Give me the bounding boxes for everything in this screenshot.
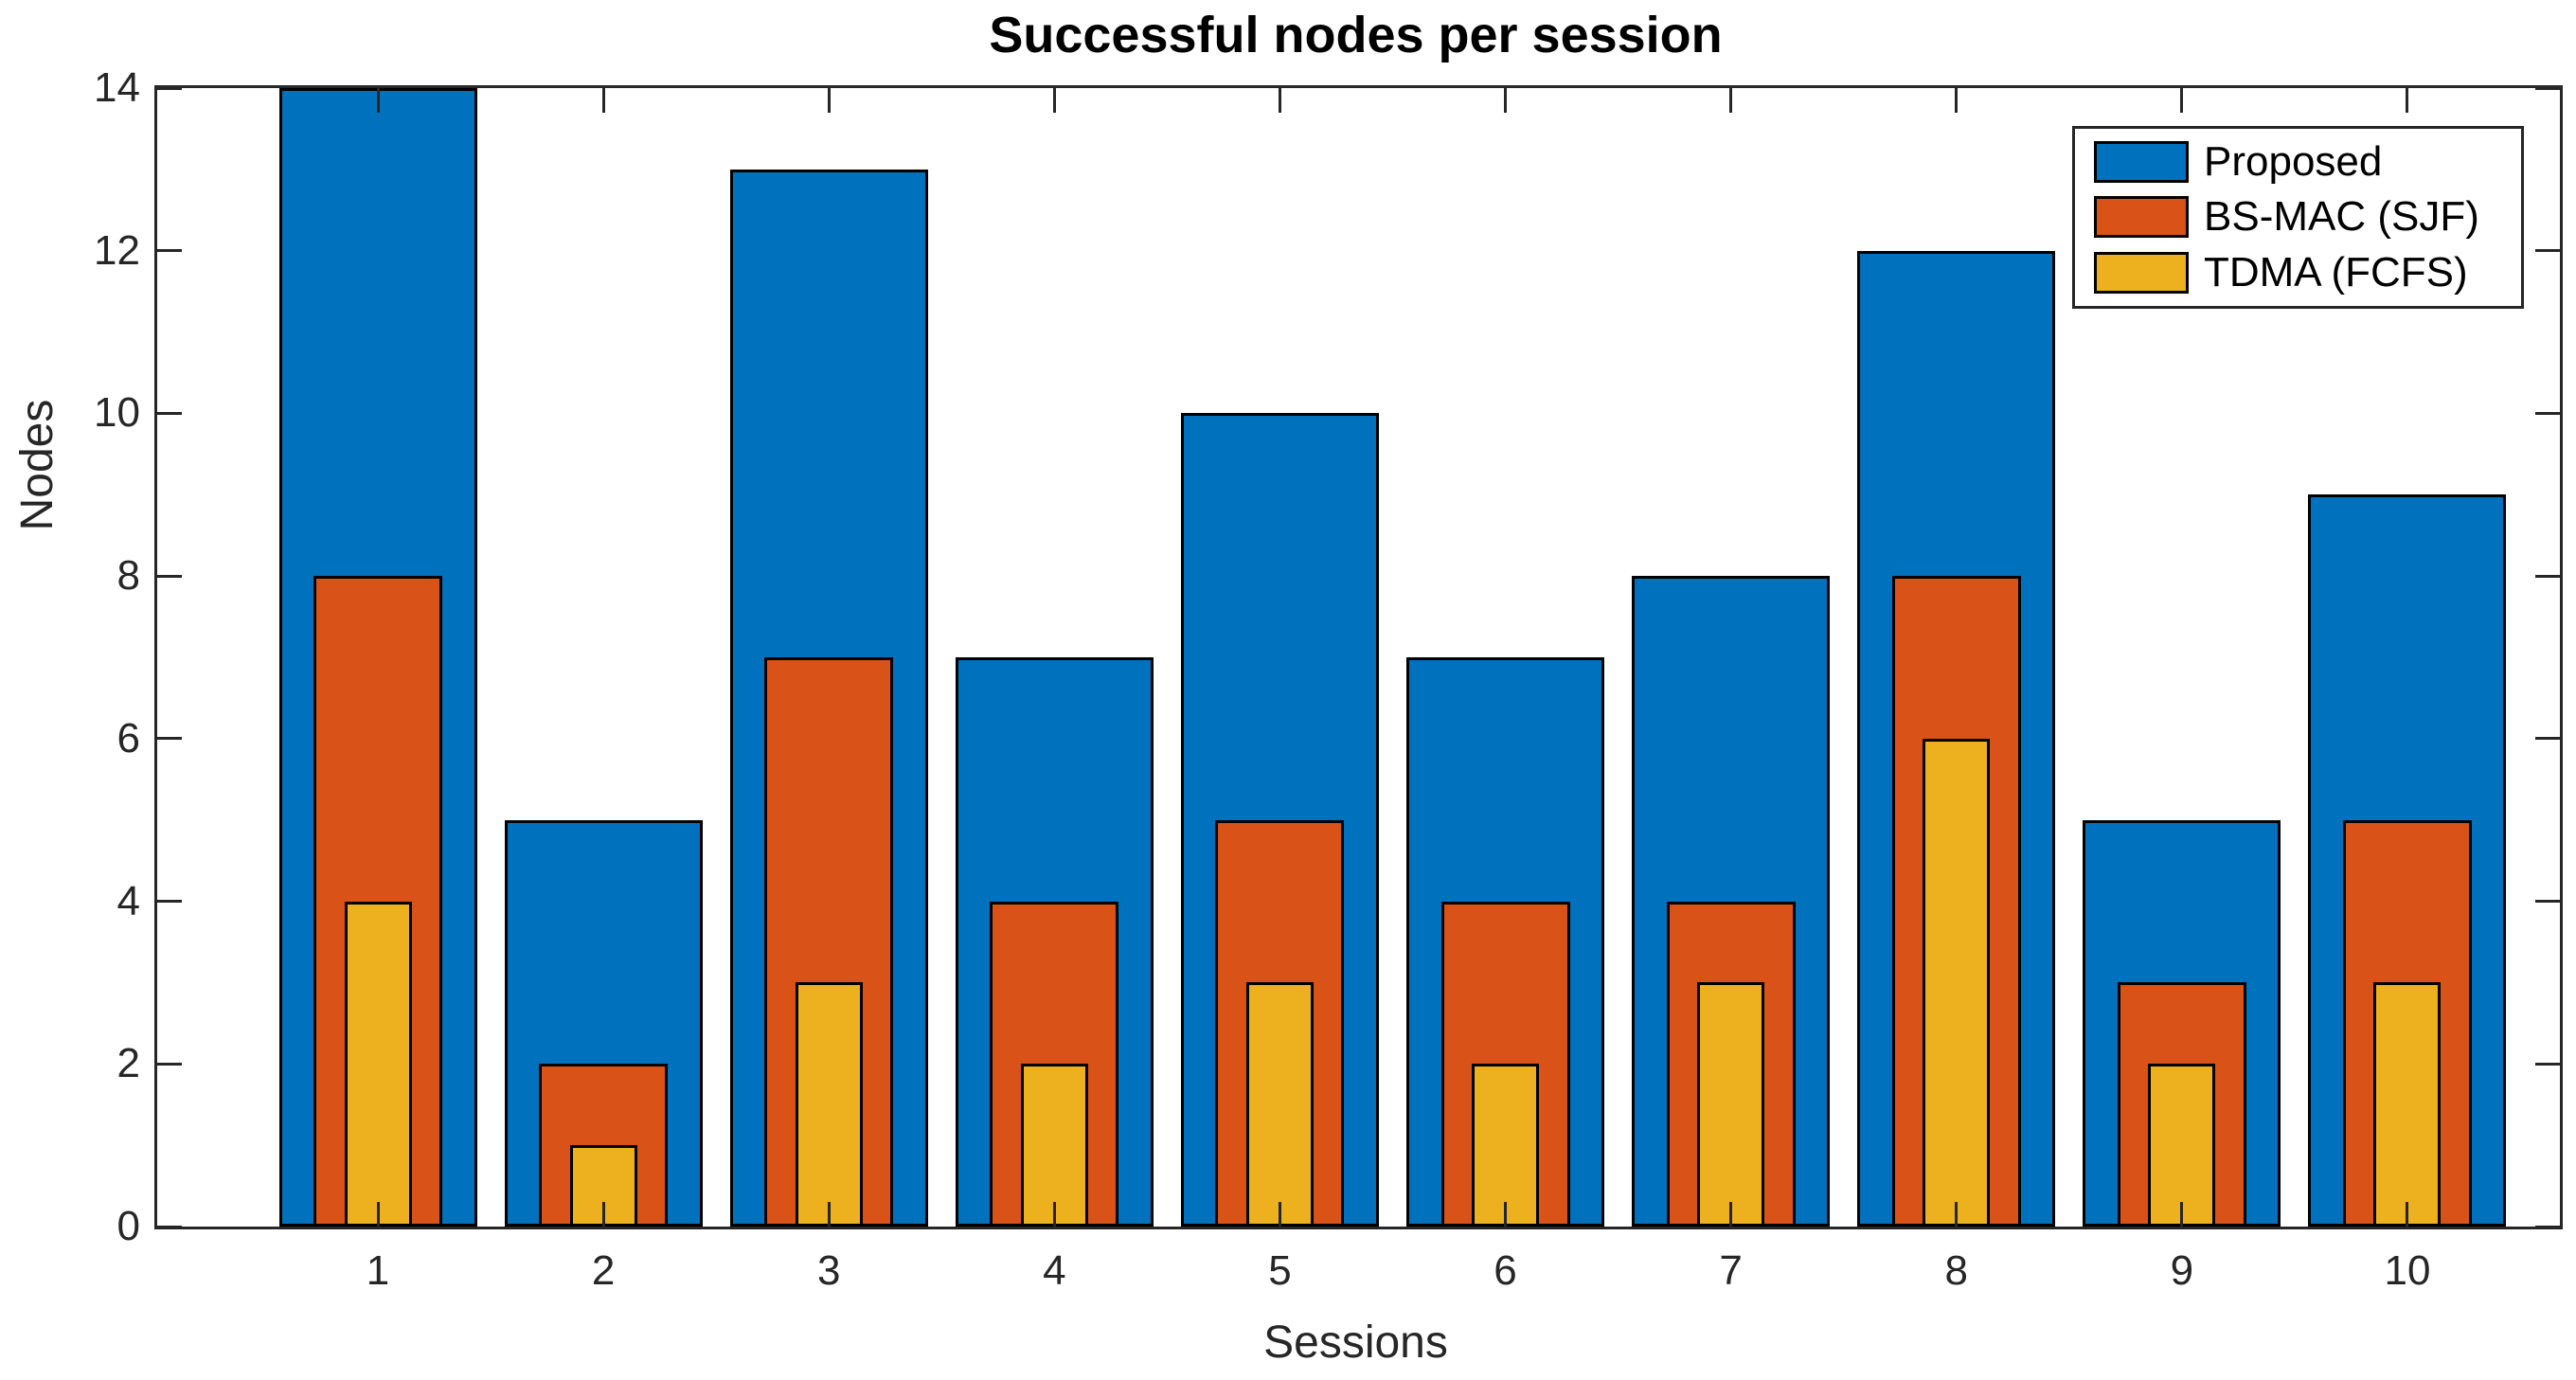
y-tick-label: 6	[116, 714, 140, 762]
y-tick	[157, 737, 182, 741]
y-tick-label: 12	[94, 226, 140, 274]
legend-swatch-proposed-icon	[2094, 141, 2189, 184]
y-tick-label: 4	[116, 877, 140, 924]
legend-swatch-bs-mac-sjf-icon	[2094, 196, 2189, 239]
y-tick	[157, 1062, 182, 1066]
y-tick-label: 0	[116, 1203, 140, 1249]
x-tick	[1504, 1202, 1508, 1227]
x-tick-top	[827, 88, 831, 113]
y-tick-label: 14	[94, 64, 140, 111]
y-tick-right	[2535, 411, 2560, 415]
bar-tdma-fcfs-session-3	[795, 982, 863, 1227]
legend-label: BS-MAC (SJF)	[2204, 193, 2479, 241]
y-tick	[157, 574, 182, 578]
x-axis-label: Sessions	[1263, 1317, 1448, 1368]
bar-tdma-fcfs-session-1	[344, 901, 412, 1227]
x-tick-top	[2180, 88, 2184, 113]
y-tick-label: 2	[116, 1040, 140, 1087]
y-tick	[157, 411, 182, 415]
x-tick-label: 3	[816, 1247, 841, 1294]
legend-label: TDMA (FCFS)	[2204, 248, 2468, 296]
y-tick	[157, 900, 182, 904]
x-tick-label: 6	[1494, 1247, 1517, 1294]
x-tick	[2180, 1202, 2184, 1227]
legend: Proposed BS-MAC (SJF) TDMA (FCFS)	[2072, 126, 2524, 309]
x-tick	[827, 1202, 831, 1227]
y-tick-right	[2535, 86, 2560, 90]
y-tick-label: 8	[116, 552, 140, 600]
y-tick	[157, 1225, 182, 1228]
x-tick-label: 2	[591, 1247, 616, 1294]
x-tick	[1955, 1202, 1959, 1227]
legend-swatch-tdma-fcfs-icon	[2094, 251, 2189, 294]
x-tick-top	[1729, 88, 1733, 113]
y-tick-right	[2535, 249, 2560, 253]
x-tick-top	[1278, 88, 1281, 113]
y-tick-right	[2535, 737, 2560, 741]
x-tick	[2406, 1202, 2409, 1227]
bar-bs-mac-sjf-session-5	[1215, 819, 1345, 1227]
x-tick-top	[1052, 88, 1056, 113]
y-tick	[157, 249, 182, 253]
x-tick-top	[1504, 88, 1508, 113]
legend-item-tdma-fcfs: TDMA (FCFS)	[2075, 248, 2521, 296]
x-tick-top	[376, 88, 380, 113]
chart-title: Successful nodes per session	[989, 7, 1723, 63]
bar-tdma-fcfs-session-9	[2148, 1064, 2216, 1227]
x-tick-top	[601, 88, 605, 113]
bar-tdma-fcfs-session-7	[1697, 982, 1765, 1227]
y-tick-label: 10	[94, 389, 140, 437]
x-tick-label: 4	[1043, 1247, 1066, 1294]
x-tick-label: 10	[2384, 1247, 2431, 1294]
x-tick-label: 5	[1268, 1247, 1292, 1294]
x-tick-top	[1955, 88, 1959, 113]
y-tick-right	[2535, 1062, 2560, 1066]
x-tick	[376, 1202, 380, 1227]
bar-tdma-fcfs-session-4	[1020, 1064, 1088, 1227]
x-tick-top	[2406, 88, 2409, 113]
x-tick-label: 1	[366, 1247, 390, 1294]
bar-tdma-fcfs-session-5	[1245, 982, 1314, 1227]
legend-item-proposed: Proposed	[2075, 138, 2521, 186]
legend-item-bs-mac-sjf: BS-MAC (SJF)	[2075, 193, 2521, 241]
y-tick	[157, 86, 182, 90]
legend-label: Proposed	[2204, 138, 2383, 186]
y-tick-right	[2535, 574, 2560, 578]
y-tick-right	[2535, 1225, 2560, 1228]
y-tick-right	[2535, 900, 2560, 904]
x-tick	[601, 1202, 605, 1227]
x-tick-label: 7	[1719, 1247, 1743, 1294]
x-tick-label: 8	[1944, 1247, 1969, 1294]
bar-tdma-fcfs-session-8	[1923, 738, 1991, 1227]
x-tick	[1278, 1202, 1281, 1227]
bar-tdma-fcfs-session-10	[2373, 982, 2442, 1227]
x-tick	[1052, 1202, 1056, 1227]
x-tick	[1729, 1202, 1733, 1227]
x-tick-label: 9	[2170, 1247, 2194, 1294]
plot-area: Proposed BS-MAC (SJF) TDMA (FCFS)	[154, 85, 2563, 1229]
